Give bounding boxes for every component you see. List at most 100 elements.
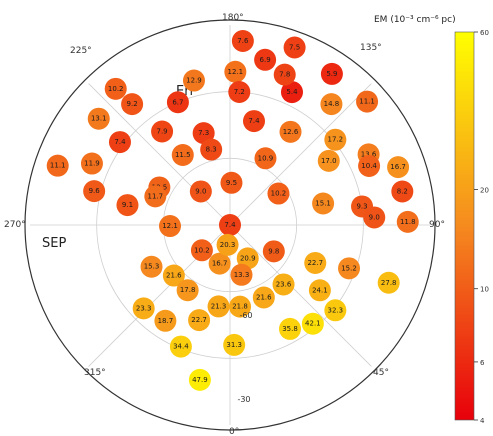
data-point: 12.1 [159,215,182,238]
data-point-marker [387,156,410,179]
data-point: 15.1 [312,192,335,215]
data-point-marker [304,251,327,274]
colorbar-tick-label: 10 [480,286,489,294]
data-point-marker [279,120,302,143]
data-point: 31.3 [223,333,246,356]
data-point-marker [189,180,212,203]
data-point-label: 7.4 [114,138,126,146]
data-point-label: 15.3 [144,263,160,271]
data-point-label: 11.7 [148,192,164,200]
data-point-marker [223,333,246,356]
data-point-label: 11.8 [400,218,416,226]
data-point-marker [166,91,189,114]
radius-tick-minus-30: -30 [237,395,250,404]
data-point-marker [132,297,155,320]
data-point-marker [182,69,205,92]
data-point: 23.3 [132,297,155,320]
data-point-label: 31.3 [226,341,242,349]
data-point-label: 12.9 [186,77,202,85]
data-point-label: 10.9 [258,154,274,162]
data-point: 35.8 [279,317,301,340]
data-point-marker [200,138,223,161]
data-point: 8.3 [200,138,223,161]
data-point-marker [207,295,230,318]
data-point-label: 7.8 [279,71,290,79]
data-point-label: 9.0 [195,187,206,195]
data-point-label: 10.2 [271,190,287,198]
data-point-label: 34.4 [173,343,189,351]
data-point-label: 27.8 [381,279,397,287]
colorbar-ticks: 60 20 10 6 4 [474,29,489,425]
data-point: 9.8 [262,240,285,263]
data-point: 7.4 [108,131,131,154]
data-point-label: 7.5 [289,44,300,52]
data-point: 11.5 [171,143,194,166]
data-point: 10.4 [358,154,381,177]
data-point-label: 9.6 [89,187,101,195]
data-point-marker [220,171,243,194]
angle-tick-45: 45° [373,368,389,378]
data-point: 34.4 [169,335,192,358]
colorbar-tick-label: 60 [480,29,489,37]
data-point-marker [267,182,290,205]
data-point-label: 9.5 [226,179,237,187]
data-point-label: 47.9 [192,376,208,384]
data-point: 5.9 [320,62,343,85]
data-point: 22.7 [188,309,211,332]
data-point-label: 9.2 [127,100,138,108]
data-point-label: 12.1 [162,222,178,230]
data-point-label: 24.1 [312,286,328,294]
data-point: 21.3 [207,295,230,318]
colorbar-tick-label: 20 [480,186,489,194]
data-point-label: 21.8 [232,303,248,311]
colorbar: EM (10⁻³ cm⁻⁶ pc) 60 20 10 6 4 [374,15,489,425]
data-point-label: 21.6 [166,272,182,280]
data-point: 7.4 [219,214,241,236]
data-point: 9.1 [116,194,139,217]
data-point-marker [104,77,127,100]
data-point-marker [188,309,211,332]
grid-spoke [88,83,231,226]
data-point: 21.6 [252,286,275,309]
data-point-marker [159,215,182,238]
data-point-label: 12.6 [283,128,299,136]
data-point-label: 9.0 [369,213,380,221]
data-point: 22.7 [304,251,327,274]
data-point-label: 11.9 [84,160,100,168]
data-point: 15.2 [338,257,361,280]
data-point-label: 6.7 [172,98,183,106]
data-point-label: 20.3 [220,241,236,249]
data-point: 15.3 [140,255,163,278]
data-point-label: 7.6 [237,37,249,45]
sep-label: SEP [42,236,66,251]
data-point-marker [151,120,174,143]
data-point-marker [317,149,340,172]
radius-tick-labels: -60 -30 [237,311,252,404]
data-point-marker [356,90,379,113]
data-point-marker [280,81,303,104]
data-point-marker [324,128,347,151]
data-point: 18.7 [154,309,177,332]
data-point: 8.2 [391,180,414,203]
data-point-label: 15.2 [341,264,357,272]
data-point-label: 20.9 [240,254,256,262]
data-point-label: 17.2 [328,136,344,144]
data-point-label: 7.4 [248,117,260,125]
data-point-label: 7.2 [234,88,245,96]
data-point-marker [262,240,285,263]
data-point-marker [108,131,131,154]
data-point-label: 15.1 [315,200,331,208]
data-point: 16.7 [387,156,410,179]
data-point-marker [224,60,247,83]
data-point-marker [229,295,252,318]
angle-tick-0: 0° [229,427,239,436]
data-point-marker [46,154,69,177]
data-point-label: 13.3 [234,271,250,279]
angle-tick-labels: 180° 135° 90° 45° 0° 315° 270° 225° [4,13,445,436]
data-point-label: 7.9 [157,128,168,136]
data-point: 20.3 [216,233,239,256]
data-point-label: 10.2 [108,85,124,93]
data-point-marker [377,271,400,294]
data-point-label: 35.8 [282,325,298,333]
